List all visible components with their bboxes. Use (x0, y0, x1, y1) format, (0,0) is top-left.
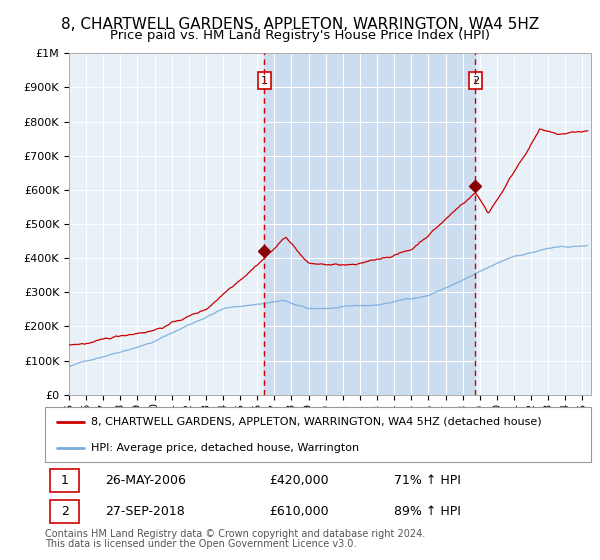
Text: HPI: Average price, detached house, Warrington: HPI: Average price, detached house, Warr… (91, 444, 359, 453)
Text: Price paid vs. HM Land Registry's House Price Index (HPI): Price paid vs. HM Land Registry's House … (110, 29, 490, 42)
Text: 2: 2 (472, 76, 479, 86)
Bar (265, 53, 475, 395)
Text: 27-SEP-2018: 27-SEP-2018 (105, 505, 185, 519)
Text: 8, CHARTWELL GARDENS, APPLETON, WARRINGTON, WA4 5HZ: 8, CHARTWELL GARDENS, APPLETON, WARRINGT… (61, 17, 539, 32)
Text: 1: 1 (61, 474, 68, 487)
FancyBboxPatch shape (45, 407, 591, 462)
Text: 2: 2 (61, 505, 68, 519)
FancyBboxPatch shape (50, 469, 79, 492)
Text: 26-MAY-2006: 26-MAY-2006 (105, 474, 186, 487)
Text: 89% ↑ HPI: 89% ↑ HPI (394, 505, 461, 519)
Text: £420,000: £420,000 (269, 474, 328, 487)
Text: Contains HM Land Registry data © Crown copyright and database right 2024.: Contains HM Land Registry data © Crown c… (45, 529, 425, 539)
Text: This data is licensed under the Open Government Licence v3.0.: This data is licensed under the Open Gov… (45, 539, 356, 549)
Text: £610,000: £610,000 (269, 505, 328, 519)
Text: 71% ↑ HPI: 71% ↑ HPI (394, 474, 461, 487)
Text: 1: 1 (261, 76, 268, 86)
FancyBboxPatch shape (50, 501, 79, 524)
Text: 8, CHARTWELL GARDENS, APPLETON, WARRINGTON, WA4 5HZ (detached house): 8, CHARTWELL GARDENS, APPLETON, WARRINGT… (91, 417, 542, 427)
